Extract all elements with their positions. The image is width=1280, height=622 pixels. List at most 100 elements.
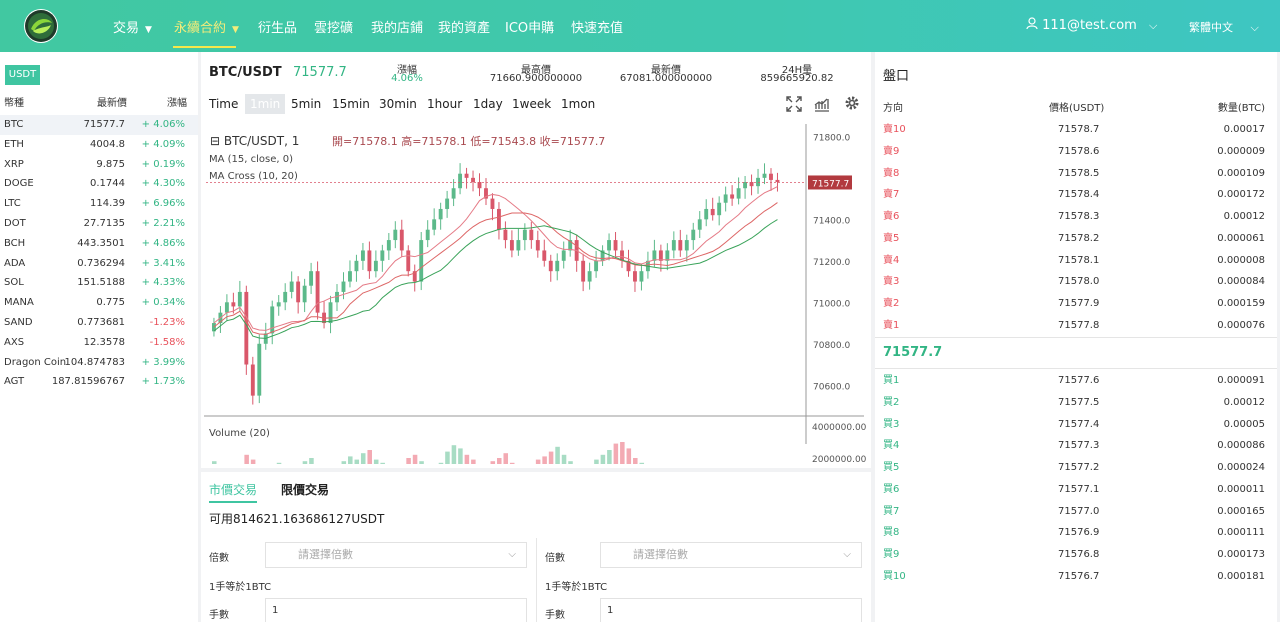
volume-bar xyxy=(600,454,606,464)
leverage-select-sell[interactable]: 請選擇倍數 ⌵ xyxy=(600,542,862,568)
ask-row[interactable]: 賣10 71578.7 0.00017 xyxy=(875,119,1277,141)
candle-body xyxy=(412,271,417,282)
market-row[interactable]: BTC 71577.7 + 4.06% xyxy=(0,115,198,135)
nav-quick-deposit[interactable]: 快速充值 xyxy=(571,21,624,36)
language-select[interactable]: 繁體中文 ⌵ xyxy=(1189,19,1259,35)
leverage-select-buy[interactable]: 請選擇倍數 ⌵ xyxy=(265,542,527,568)
nav-my-assets[interactable]: 我的資產 xyxy=(438,21,491,36)
bid-row[interactable]: 買7 71577.0 0.000165 xyxy=(875,501,1277,523)
tab-market-order[interactable]: 市價交易 xyxy=(209,481,258,503)
candle-body xyxy=(497,208,501,230)
timeframe-1week[interactable]: 1week xyxy=(512,97,552,111)
market-row[interactable]: SOL 151.5188 + 4.33% xyxy=(0,273,198,293)
nav-my-store[interactable]: 我的店鋪 xyxy=(371,21,424,36)
candlestick-chart[interactable]: ⊟ BTC/USDT, 1 開=71578.1 高=71578.1 低=71543… xyxy=(204,124,868,464)
market-row[interactable]: AGT 187.8159676​7 + 1.73% xyxy=(0,372,198,392)
volume-bar xyxy=(509,462,515,464)
candle-body xyxy=(276,302,281,307)
coin-change: -1.23% xyxy=(149,317,185,328)
nav-ico[interactable]: ICO申購 xyxy=(505,21,555,36)
low-label: 最新價 xyxy=(651,65,681,76)
volume-bar xyxy=(354,459,360,464)
candle-body xyxy=(717,202,722,216)
bid-row[interactable]: 買10 71576.7 0.000181 xyxy=(875,566,1277,588)
change-label: 漲幅 xyxy=(397,65,417,76)
ob-side: 賣6 xyxy=(883,211,900,222)
y-tick-label: 71200.0 xyxy=(813,258,850,268)
timeframe-1min[interactable]: 1min xyxy=(245,94,286,114)
ob-qty-header: 數量(BTC) xyxy=(1217,103,1265,114)
bid-row[interactable]: 買8 71576.9 0.000111 xyxy=(875,522,1277,544)
tab-limit-order[interactable]: 限價交易 xyxy=(281,483,330,497)
ask-row[interactable]: 賣5 71578.2 0.000061 xyxy=(875,228,1277,250)
ob-qty: 0.000181 xyxy=(1217,570,1265,582)
usdt-market-tab[interactable]: USDT xyxy=(5,65,40,85)
bid-row[interactable]: 買3 71577.4 0.00005 xyxy=(875,414,1277,436)
ob-side: 買7 xyxy=(883,505,900,517)
last-price-tag: 71577.7 xyxy=(812,179,849,189)
nav-cloud-mining[interactable]: 雲挖礦 xyxy=(314,21,354,36)
timeframe-30min[interactable]: 30min xyxy=(379,97,417,111)
ask-row[interactable]: 賣3 71578.0 0.000084 xyxy=(875,271,1277,293)
y-tick-label: 70600.0 xyxy=(813,382,850,392)
bid-row[interactable]: 買5 71577.2 0.000024 xyxy=(875,457,1277,479)
ob-price: 71576.9 xyxy=(1058,527,1100,539)
bid-row[interactable]: 買9 71576.8 0.000173 xyxy=(875,544,1277,566)
ob-side: 賣4 xyxy=(883,254,900,266)
market-row[interactable]: LTC 114.39 + 6.96% xyxy=(0,194,198,214)
ask-row[interactable]: 賣1 71577.8 0.000076 xyxy=(875,315,1277,337)
high-value: 71660.900000000 xyxy=(489,73,583,84)
nav-perpetual[interactable]: 永續合約 ▼ xyxy=(174,21,239,36)
market-row[interactable]: AXS 12.3578 -1.58% xyxy=(0,333,198,353)
timeframe-1day[interactable]: 1day xyxy=(473,97,503,111)
ma-10-line xyxy=(213,186,778,331)
ask-row[interactable]: 賣6 71578.3 0.00012 xyxy=(875,206,1277,228)
market-row[interactable]: DOGE 0.1744 + 4.30% xyxy=(0,174,198,194)
user-icon xyxy=(1026,17,1038,30)
nav-derivatives[interactable]: 衍生品 xyxy=(258,21,298,36)
brand-logo[interactable] xyxy=(24,9,58,43)
settings-gear-icon[interactable] xyxy=(844,95,860,111)
volume-bar xyxy=(535,459,541,464)
market-row[interactable]: MANA 0.775 + 0.34% xyxy=(0,293,198,313)
nav-trade[interactable]: 交易 ▼ xyxy=(113,21,152,36)
market-row[interactable]: XRP 9.875 + 0.19% xyxy=(0,155,198,175)
ask-row[interactable]: 賣4 71578.1 0.000008 xyxy=(875,250,1277,272)
candle-body xyxy=(393,229,398,241)
timeframe-1hour[interactable]: 1hour xyxy=(427,97,463,111)
user-menu[interactable]: 111@test.com ⌵ xyxy=(1026,17,1157,33)
timeframe-5min[interactable]: 5min xyxy=(291,97,322,111)
candle-body xyxy=(380,250,385,261)
timeframe-15min[interactable]: 15min xyxy=(332,97,370,111)
divider xyxy=(536,538,537,622)
fullscreen-icon[interactable] xyxy=(786,96,802,112)
candle-body xyxy=(684,240,689,251)
change-value: 4.06% xyxy=(391,73,423,84)
market-row[interactable]: SAND 0.773681 -1.23% xyxy=(0,313,198,333)
candle-body xyxy=(600,250,605,261)
qty-input-sell[interactable]: 1 xyxy=(600,598,862,622)
ob-price: 71577.2 xyxy=(1058,462,1100,473)
ask-row[interactable]: 賣7 71578.4 0.000172 xyxy=(875,184,1277,206)
ob-qty: 0.000172 xyxy=(1217,189,1265,201)
ob-price: 71576.7 xyxy=(1058,570,1100,582)
bid-row[interactable]: 買6 71577.1 0.000011 xyxy=(875,479,1277,501)
bid-row[interactable]: 買4 71577.3 0.000086 xyxy=(875,435,1277,457)
indicators-icon[interactable] xyxy=(814,96,830,112)
bid-row[interactable]: 買2 71577.5 0.00012 xyxy=(875,392,1277,414)
coin-price: 9.875 xyxy=(96,158,125,170)
qty-input-buy[interactable]: 1 xyxy=(265,598,527,622)
timeframe-1mon[interactable]: 1mon xyxy=(561,97,596,111)
timeframe-time[interactable]: Time xyxy=(209,97,239,111)
bid-row[interactable]: 買1 71577.6 0.000091 xyxy=(875,370,1277,392)
market-row[interactable]: BCH 443.3501 + 4.86% xyxy=(0,234,198,254)
market-row[interactable]: Dragon Coin 104.874783 + 3.99% xyxy=(0,353,198,373)
ask-row[interactable]: 賣9 71578.6 0.000009 xyxy=(875,141,1277,163)
ask-row[interactable]: 賣2 71577.9 0.000159 xyxy=(875,293,1277,315)
market-row[interactable]: ADA 0.736294 + 3.41% xyxy=(0,254,198,274)
orderbook-panel: 盤口 方向 價格(USDT) 數量(BTC) 賣10 71578.7 0.00017… xyxy=(875,52,1277,622)
candle-body xyxy=(464,173,469,178)
market-row[interactable]: DOT 27.7135 + 2.21% xyxy=(0,214,198,234)
market-row[interactable]: ETH 4004.8 + 4.09% xyxy=(0,135,198,155)
ask-row[interactable]: 賣8 71578.5 0.000109 xyxy=(875,163,1277,185)
